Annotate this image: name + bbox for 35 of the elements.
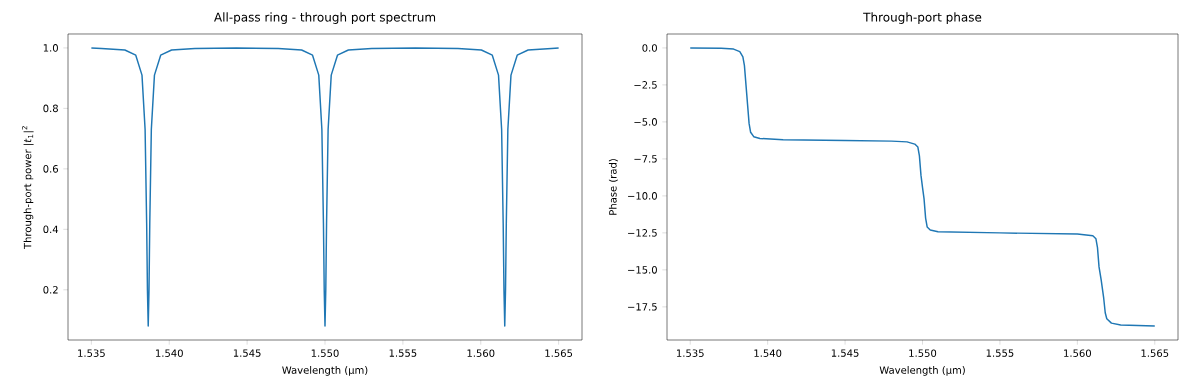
y-tick-label: 1.0: [43, 44, 58, 52]
x-tick-label: 1.565: [1141, 349, 1169, 357]
x-tick-label: 1.540: [754, 349, 782, 357]
y-tick-label: 0.6: [43, 165, 58, 173]
y-tick-label: 0.4: [43, 225, 59, 234]
x-tick-label: 1.560: [1064, 349, 1091, 357]
chart-title: Through-port phase: [863, 12, 982, 24]
x-tick-label: 1.565: [545, 349, 573, 357]
y-tick-label: 0.0: [642, 44, 657, 52]
x-tick-label: 1.550: [909, 349, 937, 357]
x-tick-label: 1.535: [78, 349, 105, 357]
y-axis-title: Phase (rad): [608, 159, 618, 215]
y-tick-label: −12.5: [628, 229, 657, 237]
chart-title: All-pass ring - through port spectrum: [214, 12, 436, 24]
y-tick-label: 0.2: [43, 286, 58, 294]
x-tick-label: 1.545: [233, 349, 261, 357]
x-tick-label: 1.535: [677, 349, 704, 357]
y-tick-label: −10.0: [628, 192, 657, 200]
x-axis-title: Wavelength (µm): [879, 366, 965, 376]
y-tick-label: −15.0: [628, 266, 657, 274]
y-tick-label: −17.5: [628, 303, 657, 311]
line-series: [689, 47, 1156, 327]
y-tick-label: −5.0: [634, 118, 657, 126]
x-axis-title: Wavelength (µm): [282, 366, 368, 376]
x-tick-label: 1.560: [467, 349, 495, 357]
x-tick-label: 1.540: [156, 349, 183, 357]
x-tick-label: 1.555: [986, 349, 1014, 357]
x-tick-label: 1.550: [311, 349, 339, 357]
y-axis-title: Through-port power |t$_{1}$|$^{2}$: [21, 126, 34, 250]
line-series: [90, 47, 560, 327]
x-tick-label: 1.545: [831, 349, 859, 357]
x-tick-label: 1.555: [389, 349, 417, 357]
y-tick-label: −7.5: [634, 155, 657, 163]
y-tick-label: −2.5: [634, 81, 657, 89]
y-tick-label: 0.8: [43, 104, 58, 113]
